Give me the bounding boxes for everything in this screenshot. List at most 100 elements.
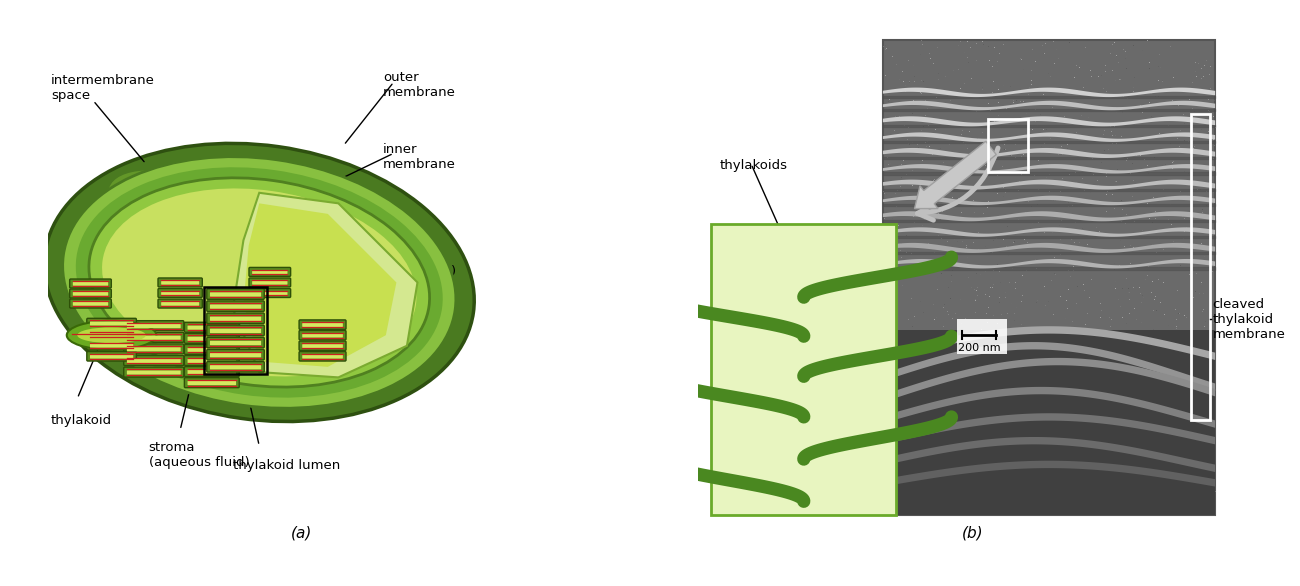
Ellipse shape	[88, 178, 429, 387]
Polygon shape	[883, 413, 1216, 444]
FancyBboxPatch shape	[209, 304, 261, 309]
FancyBboxPatch shape	[127, 336, 181, 340]
FancyBboxPatch shape	[127, 347, 181, 352]
FancyBboxPatch shape	[187, 347, 237, 352]
Ellipse shape	[44, 144, 474, 421]
Bar	[883, 330, 1216, 515]
Ellipse shape	[108, 171, 283, 268]
Text: granum
(stack of
thylakoids): granum (stack of thylakoids)	[384, 235, 456, 278]
Polygon shape	[883, 461, 1216, 486]
FancyBboxPatch shape	[187, 359, 237, 363]
FancyBboxPatch shape	[207, 301, 264, 311]
Text: (a): (a)	[291, 526, 312, 540]
Text: stroma
(aqueous fluid): stroma (aqueous fluid)	[148, 441, 250, 469]
Bar	[957, 319, 1006, 353]
Polygon shape	[883, 212, 1216, 222]
Polygon shape	[883, 101, 1216, 110]
FancyBboxPatch shape	[185, 377, 239, 388]
Ellipse shape	[66, 321, 156, 350]
Text: cleaved
thylakoid
membrane: cleaved thylakoid membrane	[1213, 298, 1286, 341]
FancyBboxPatch shape	[207, 362, 264, 372]
FancyBboxPatch shape	[207, 325, 264, 336]
Polygon shape	[883, 164, 1216, 173]
FancyBboxPatch shape	[159, 299, 203, 308]
FancyBboxPatch shape	[127, 324, 181, 328]
FancyBboxPatch shape	[124, 367, 183, 377]
FancyBboxPatch shape	[185, 356, 239, 366]
FancyBboxPatch shape	[302, 344, 343, 348]
FancyBboxPatch shape	[299, 352, 346, 361]
FancyBboxPatch shape	[70, 279, 112, 288]
Text: (b): (b)	[962, 526, 983, 540]
Polygon shape	[883, 358, 1216, 402]
Polygon shape	[883, 326, 1216, 360]
FancyBboxPatch shape	[187, 326, 237, 330]
Polygon shape	[883, 148, 1216, 158]
FancyBboxPatch shape	[124, 321, 183, 331]
FancyBboxPatch shape	[90, 355, 133, 359]
FancyBboxPatch shape	[209, 316, 261, 321]
Bar	[988, 119, 1028, 172]
Text: intermembrane
space: intermembrane space	[51, 74, 155, 102]
FancyBboxPatch shape	[209, 329, 261, 333]
FancyBboxPatch shape	[250, 278, 291, 287]
FancyBboxPatch shape	[161, 302, 199, 306]
FancyBboxPatch shape	[209, 341, 261, 345]
FancyBboxPatch shape	[207, 338, 264, 348]
FancyBboxPatch shape	[207, 289, 264, 299]
FancyBboxPatch shape	[73, 302, 108, 306]
Bar	[883, 40, 1216, 515]
FancyBboxPatch shape	[90, 322, 133, 325]
Text: thylakoid: thylakoid	[51, 414, 112, 427]
FancyBboxPatch shape	[185, 367, 239, 377]
Polygon shape	[883, 243, 1216, 253]
FancyBboxPatch shape	[187, 381, 237, 385]
Polygon shape	[883, 227, 1216, 237]
Polygon shape	[233, 193, 417, 377]
FancyBboxPatch shape	[161, 281, 199, 285]
FancyBboxPatch shape	[252, 281, 287, 285]
Text: thylakoids: thylakoids	[719, 158, 788, 172]
FancyBboxPatch shape	[209, 353, 261, 357]
FancyArrow shape	[914, 141, 996, 209]
FancyBboxPatch shape	[187, 336, 237, 341]
Text: inner
membrane: inner membrane	[384, 142, 456, 171]
FancyBboxPatch shape	[159, 278, 203, 287]
Polygon shape	[883, 132, 1216, 142]
FancyBboxPatch shape	[250, 267, 291, 277]
FancyBboxPatch shape	[87, 340, 136, 350]
FancyBboxPatch shape	[87, 318, 136, 328]
FancyBboxPatch shape	[70, 289, 112, 298]
FancyBboxPatch shape	[70, 299, 112, 308]
FancyBboxPatch shape	[73, 292, 108, 296]
FancyBboxPatch shape	[299, 331, 346, 340]
FancyBboxPatch shape	[87, 329, 136, 339]
FancyBboxPatch shape	[209, 365, 261, 369]
Ellipse shape	[77, 327, 146, 343]
FancyBboxPatch shape	[252, 270, 287, 274]
FancyBboxPatch shape	[299, 341, 346, 350]
Polygon shape	[883, 87, 1216, 97]
Polygon shape	[243, 203, 396, 367]
Ellipse shape	[75, 167, 443, 398]
Polygon shape	[883, 342, 1216, 391]
Text: outer
membrane: outer membrane	[384, 71, 456, 100]
FancyBboxPatch shape	[87, 352, 136, 361]
FancyBboxPatch shape	[252, 291, 287, 295]
Bar	[1191, 114, 1210, 420]
Polygon shape	[883, 117, 1216, 127]
Bar	[204, 287, 268, 374]
FancyBboxPatch shape	[207, 349, 264, 360]
FancyBboxPatch shape	[185, 333, 239, 343]
FancyBboxPatch shape	[185, 345, 239, 355]
Ellipse shape	[62, 156, 456, 408]
FancyBboxPatch shape	[124, 344, 183, 354]
Polygon shape	[883, 196, 1216, 205]
FancyBboxPatch shape	[302, 355, 343, 359]
FancyBboxPatch shape	[302, 333, 343, 338]
FancyBboxPatch shape	[185, 322, 239, 332]
FancyBboxPatch shape	[161, 291, 199, 295]
FancyBboxPatch shape	[302, 323, 343, 327]
FancyBboxPatch shape	[207, 313, 264, 323]
FancyBboxPatch shape	[124, 356, 183, 366]
